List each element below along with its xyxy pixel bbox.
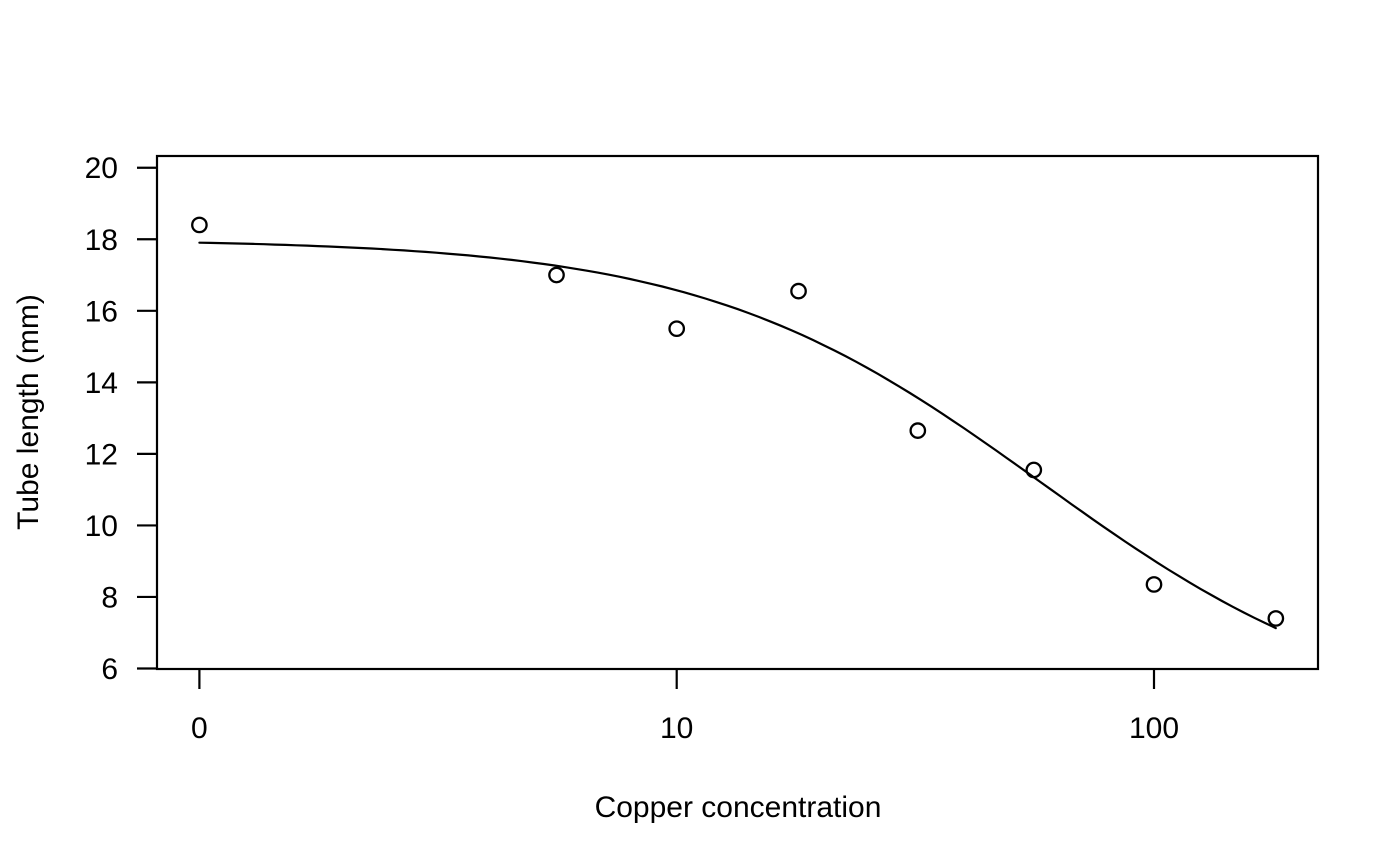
y-tick-label: 6 [101,653,118,686]
y-tick-label: 20 [85,152,118,185]
x-axis-tick-labels: 0 10 100 [191,712,1179,745]
x-axis-ticks [198,669,1156,689]
data-points [191,216,1285,627]
plot-box [155,154,1320,671]
data-point [668,320,686,338]
data-point [1025,461,1043,479]
y-tick-label: 8 [101,581,118,614]
y-tick-label: 12 [85,438,118,471]
y-tick-label: 10 [85,510,118,543]
data-point [191,216,208,234]
y-tick-label: 14 [85,367,118,400]
x-tick-label: 10 [660,712,693,745]
data-point [1267,610,1285,627]
y-axis-ticks [137,166,157,670]
data-point [790,282,807,300]
y-tick-label: 16 [85,295,118,328]
data-point [1145,576,1163,593]
x-tick-label: 100 [1129,712,1179,745]
y-tick-label: 18 [85,224,118,257]
data-point [548,266,565,284]
data-point [909,422,927,439]
y-axis-tick-labels: 6 8 10 12 14 16 18 20 [85,152,118,686]
x-axis-title: Copper concentration [595,791,882,824]
x-tick-label: 0 [191,712,208,745]
fitted-dose-response-curve [198,241,1277,630]
y-axis-title: Tube length (mm) [12,294,45,530]
